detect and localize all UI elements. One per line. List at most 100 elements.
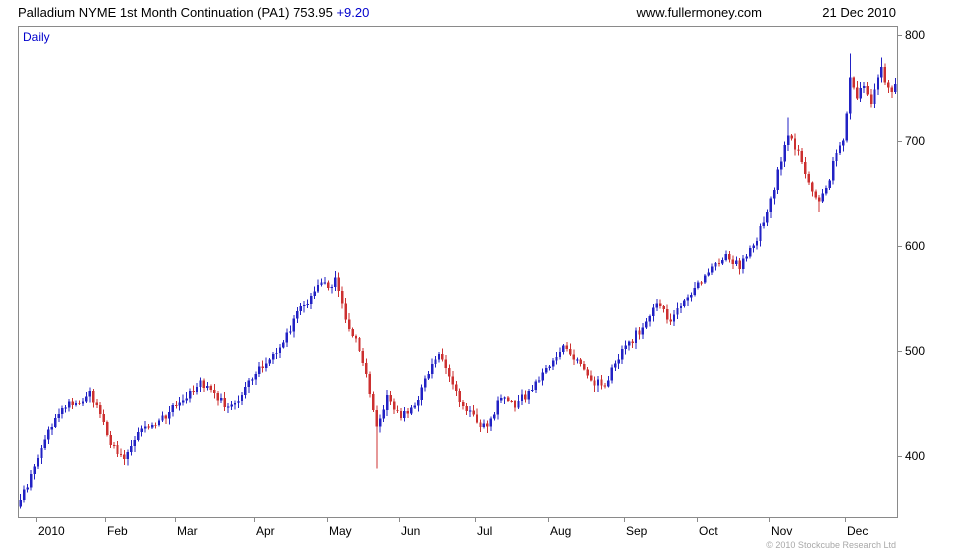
- price-bar: [472, 405, 475, 417]
- price-bar: [475, 408, 479, 424]
- price-bar: [302, 300, 306, 313]
- price-bar: [876, 74, 880, 96]
- price-bar: [154, 422, 157, 429]
- price-bar: [804, 157, 807, 179]
- x-axis-label: Mar: [177, 524, 198, 538]
- price-bar: [334, 271, 337, 291]
- price-bar: [316, 279, 320, 293]
- price-bar: [724, 250, 728, 262]
- price-bar: [109, 431, 112, 448]
- copyright-label: © 2010 Stockcube Research Ltd: [766, 540, 896, 550]
- x-axis-label: 2010: [38, 524, 65, 538]
- price-bar: [852, 76, 855, 90]
- price-bar: [271, 352, 275, 364]
- price-bar: [244, 382, 247, 399]
- price-bar: [818, 194, 821, 213]
- price-bar: [406, 408, 410, 418]
- price-bar: [88, 387, 92, 403]
- price-bar: [437, 351, 441, 363]
- price-bar: [299, 302, 302, 315]
- x-axis-tick: [548, 518, 549, 522]
- price-bar: [361, 348, 365, 367]
- x-axis-label: May: [329, 524, 352, 538]
- price-bar: [856, 81, 859, 100]
- price-bar: [828, 179, 831, 191]
- price-bar: [309, 292, 313, 310]
- price-bar: [47, 426, 50, 445]
- price-bar: [479, 419, 482, 432]
- price-bar: [354, 334, 358, 343]
- x-axis-label: Dec: [847, 524, 869, 538]
- price-bar: [240, 391, 244, 406]
- price-bar: [887, 79, 890, 94]
- last-price: 753.95: [293, 5, 333, 20]
- x-axis-label: Jun: [401, 524, 421, 538]
- price-bar: [814, 189, 817, 200]
- price-bar: [797, 145, 800, 156]
- y-axis-tick: [897, 35, 902, 36]
- price-bar: [624, 340, 627, 355]
- price-bar: [296, 306, 299, 324]
- price-bar: [95, 398, 98, 409]
- price-bar: [306, 299, 309, 308]
- price-bar: [458, 388, 461, 408]
- price-bar: [105, 420, 109, 437]
- price-bar: [289, 325, 292, 335]
- price-bar: [375, 405, 378, 469]
- y-axis-tick: [897, 141, 902, 142]
- price-bar: [434, 356, 437, 368]
- price-bar: [776, 166, 779, 194]
- price-bar: [662, 304, 665, 313]
- price-bar: [420, 384, 423, 406]
- price-bar: [489, 416, 493, 431]
- price-bar: [40, 445, 43, 464]
- price-bar: [22, 485, 26, 503]
- price-bar: [119, 448, 123, 457]
- price-bar: [714, 261, 717, 271]
- price-bar: [551, 357, 555, 370]
- price-bar: [137, 427, 140, 442]
- price-bar: [461, 399, 465, 410]
- price-bar: [258, 362, 261, 378]
- price-bar: [150, 422, 154, 429]
- price-bar: [372, 391, 375, 413]
- price-bar: [185, 392, 188, 404]
- price-bar: [510, 399, 513, 403]
- price-bar: [220, 393, 223, 404]
- price-bar: [178, 396, 181, 411]
- price-bar: [531, 384, 534, 392]
- price-bar: [130, 439, 133, 456]
- price-bar: [572, 349, 575, 365]
- price-bar: [762, 216, 766, 229]
- price-bar: [496, 396, 499, 420]
- price-bar: [752, 243, 755, 253]
- price-bar: [78, 400, 81, 406]
- price-bar: [448, 364, 451, 382]
- price-bar: [620, 345, 624, 364]
- price-bar: [278, 344, 282, 359]
- x-axis-label: Sep: [626, 524, 648, 538]
- x-axis-tick: [254, 518, 255, 522]
- price-bar: [233, 400, 237, 410]
- price-bar: [527, 388, 531, 404]
- price-bar: [188, 388, 192, 403]
- price-bar: [866, 82, 869, 96]
- price-bar: [344, 297, 347, 324]
- price-bar: [755, 237, 759, 250]
- price-bar: [368, 371, 372, 398]
- price-bar: [634, 327, 638, 349]
- price-bar: [586, 366, 589, 379]
- x-axis-tick: [36, 518, 37, 522]
- price-bar: [192, 385, 195, 396]
- price-bar: [423, 375, 427, 392]
- y-axis-tick: [897, 351, 902, 352]
- price-bar: [786, 117, 790, 151]
- price-bar: [607, 376, 610, 388]
- x-axis-label: Nov: [771, 524, 793, 538]
- price-bar: [81, 397, 85, 407]
- price-bar: [890, 85, 894, 99]
- price-bar: [569, 343, 572, 357]
- price-bar: [264, 357, 268, 372]
- y-axis-tick: [897, 456, 902, 457]
